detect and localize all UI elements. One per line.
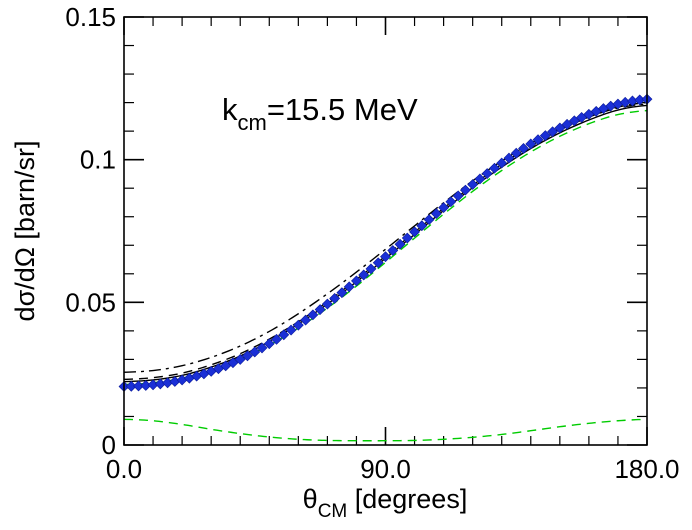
data-point-diamond [481,168,493,179]
data-point-diamond [401,232,413,244]
chart-title-main: k [222,92,238,127]
data-point-diamond [329,293,341,304]
x-tick-label: 180.0 [614,454,679,484]
data-point-diamond [321,298,333,310]
x-tick-labels: 0.0 90.0 180.0 [106,454,680,484]
data-point-diamond [430,208,442,219]
data-point-diamond [438,202,450,214]
data-point-diamond [539,130,551,142]
data-point-diamond [271,333,282,345]
x-tick-label: 90.0 [360,454,411,484]
data-point-diamond [249,346,261,358]
chart-title: kcm=15.5 MeV [222,92,418,135]
data-point-diamond [423,214,435,226]
data-point-diamond [256,342,268,354]
data-point-diamond [242,350,253,362]
x-tick-label: 0.0 [106,454,142,484]
y-tick-labels: 0 0.05 0.1 0.15 [65,2,116,460]
series-layer [118,93,653,442]
data-point-diamond [489,162,500,174]
series-line-dash-green-low [123,418,648,442]
data-point-diamond [314,304,326,315]
data-point-diamond [547,126,558,138]
chart-title-rest: =15.5 MeV [267,92,418,127]
data-point-diamond [365,263,377,275]
data-point-diamond [394,238,406,250]
series-markers-data-diamonds [118,93,653,392]
data-point-diamond [343,281,355,293]
data-point-diamond [510,147,522,159]
data-point-diamond [568,115,580,127]
data-point-diamond [380,251,391,263]
data-point-diamond [387,245,399,256]
data-point-diamond [351,275,362,287]
data-point-diamond [307,309,319,321]
x-axis-label: θCM [degrees] [303,484,468,522]
x-axis-label-subscript: CM [318,501,348,522]
data-point-diamond [300,314,312,326]
data-point-diamond [234,353,246,365]
y-axis-label: dσ/dΩ [barn/sr] [10,141,40,322]
plot-frame [123,16,648,446]
y-tick-label: 0.15 [65,2,116,32]
data-point-diamond [467,179,479,190]
data-point-diamond [263,338,275,350]
data-point-diamond [278,329,290,341]
data-point-diamond [452,190,464,202]
y-tick-label: 0.1 [80,145,116,175]
data-point-diamond [445,196,457,208]
data-point-diamond [336,287,348,299]
data-point-diamond [496,157,508,169]
data-point-diamond [227,357,239,369]
data-point-diamond [285,324,297,336]
data-point-diamond [416,220,428,232]
data-point-diamond [554,122,566,134]
y-tick-label: 0 [102,430,116,460]
data-point-diamond [292,319,304,331]
data-point-diamond [532,134,544,146]
chart-title-subscript: cm [238,110,267,135]
data-point-diamond [518,143,529,154]
data-point-diamond [561,118,573,130]
data-point-diamond [409,226,420,238]
y-tick-label: 0.05 [65,287,116,317]
data-point-diamond [372,257,384,269]
data-point-diamond [358,269,370,281]
series-line-dash-green-main [123,109,648,386]
data-point-diamond [503,152,515,164]
data-point-diamond [525,138,537,150]
data-point-diamond [474,173,486,185]
data-point-diamond [459,184,471,196]
x-axis-label-main: θ [303,484,318,514]
x-axis-label-rest: [degrees] [347,484,467,514]
